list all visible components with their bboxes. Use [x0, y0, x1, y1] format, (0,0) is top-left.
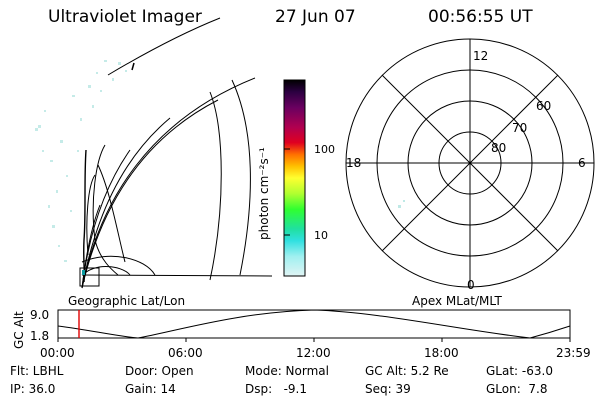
status-glat: GLat: -63.0	[486, 364, 553, 378]
status-seq: Seq: 39	[365, 382, 411, 396]
geographic-caption: Geographic Lat/Lon	[68, 294, 186, 308]
status-door: Door: Open	[125, 364, 194, 378]
time-tick-1800: 18:00	[424, 346, 459, 360]
mlat-label-70: 70	[512, 121, 527, 135]
gc-alt-tick-high: 9.0	[30, 308, 49, 322]
mlat-label-60: 60	[536, 99, 551, 113]
status-ip: IP: 36.0	[10, 382, 56, 396]
mlat-label-80: 80	[491, 141, 506, 155]
colorbar-tick-10: 10	[314, 229, 328, 242]
time-tick-1200: 12:00	[296, 346, 331, 360]
gc-alt-tick-low: 1.8	[30, 329, 49, 343]
colorbar-tick-100: 100	[314, 143, 335, 156]
time-tick-0600: 06:00	[168, 346, 203, 360]
image-time: 00:56:55 UT	[428, 7, 533, 27]
status-gc-alt: GC Alt: 5.2 Re	[365, 364, 449, 378]
gc-alt-axis-label: GC Alt	[12, 311, 26, 349]
app-title: Ultraviolet Imager	[48, 7, 202, 27]
status-filter: Flt: LBHL	[10, 364, 64, 378]
time-tick-0000: 00:00	[40, 346, 75, 360]
mlt-label-18: 18	[346, 156, 361, 170]
aurora-speckles	[35, 60, 127, 262]
status-mode: Mode: Normal	[245, 364, 329, 378]
image-date: 27 Jun 07	[275, 7, 356, 27]
time-tick-2359: 23:59	[556, 346, 591, 360]
status-glon: GLon: 7.8	[486, 382, 548, 396]
lat-lon-grid	[81, 17, 273, 289]
mlt-label-0: 0	[467, 278, 475, 292]
apex-caption: Apex MLat/MLT	[412, 294, 502, 308]
colorbar-unit-label: photon cm⁻²s⁻¹	[257, 147, 271, 240]
mlt-label-6: 6	[578, 156, 586, 170]
status-dsp: Dsp: -9.1	[245, 382, 308, 396]
status-gain: Gain: 14	[125, 382, 176, 396]
mlt-label-12: 12	[473, 49, 488, 63]
